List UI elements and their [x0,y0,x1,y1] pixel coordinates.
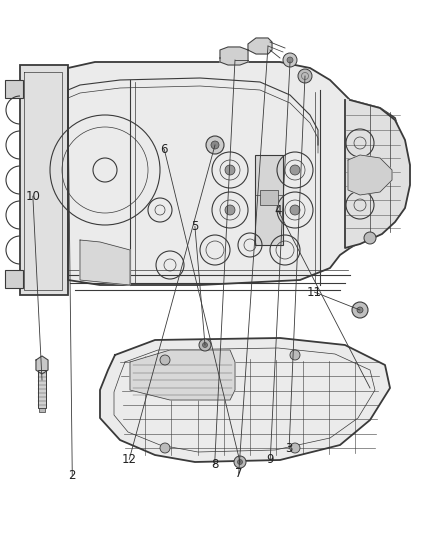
FancyBboxPatch shape [5,80,23,98]
Circle shape [290,205,300,215]
Text: 4: 4 [274,204,282,217]
Circle shape [199,339,211,351]
Circle shape [202,343,208,348]
Polygon shape [80,240,130,285]
Circle shape [234,456,246,468]
Text: 5: 5 [191,220,198,233]
Circle shape [287,57,293,63]
Polygon shape [100,338,390,462]
Text: 10: 10 [25,190,40,203]
Polygon shape [348,155,392,195]
Polygon shape [345,100,410,248]
FancyBboxPatch shape [38,370,46,408]
Circle shape [283,53,297,67]
Circle shape [211,141,219,149]
Circle shape [290,165,300,175]
Circle shape [290,443,300,453]
Circle shape [225,165,235,175]
Text: 12: 12 [122,453,137,466]
Polygon shape [248,38,272,54]
Polygon shape [68,62,400,285]
Circle shape [237,459,243,464]
Text: 2: 2 [68,469,76,482]
Circle shape [290,350,300,360]
Circle shape [298,69,312,83]
FancyBboxPatch shape [260,190,278,205]
Circle shape [352,302,368,318]
Circle shape [160,355,170,365]
FancyBboxPatch shape [20,65,68,295]
Circle shape [206,136,224,154]
Text: 11: 11 [307,286,322,298]
Polygon shape [36,356,48,374]
Text: 8: 8 [211,458,218,471]
Text: 7: 7 [235,467,243,480]
FancyBboxPatch shape [39,408,45,412]
Text: 6: 6 [160,143,168,156]
FancyBboxPatch shape [255,155,283,245]
Polygon shape [220,47,248,65]
Circle shape [357,307,363,313]
FancyBboxPatch shape [5,270,23,288]
Polygon shape [130,350,235,400]
Circle shape [364,232,376,244]
Circle shape [160,443,170,453]
Text: 3: 3 [286,442,293,455]
Text: 9: 9 [266,453,274,466]
Circle shape [225,205,235,215]
